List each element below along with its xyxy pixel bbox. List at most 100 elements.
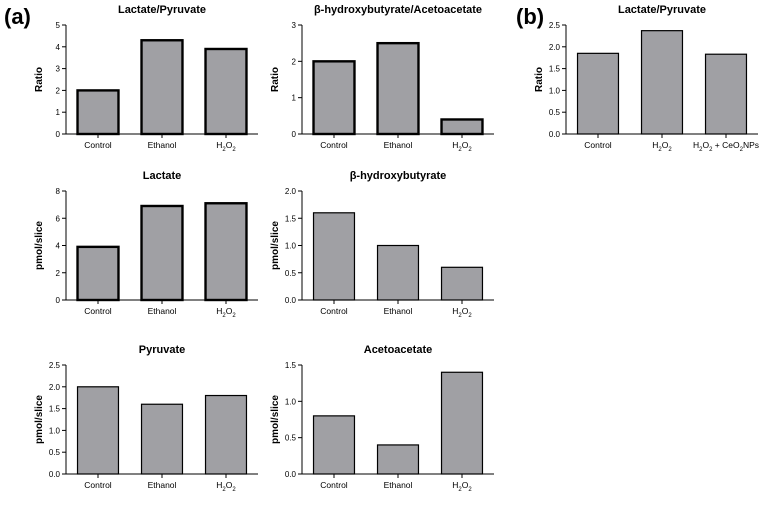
bar-control xyxy=(76,386,120,475)
bar-h2o2 xyxy=(640,30,684,135)
y-tick-label: 2.5 xyxy=(49,361,61,370)
chart-lactate-pyruvate-b: Lactate/Pyruvate Ratio 0.0 0.5 1.0 1.5 2.0 2.5 C… xyxy=(528,0,768,170)
y-tick-label: 1.0 xyxy=(285,397,297,406)
y-tick-label: 0 xyxy=(292,130,297,139)
y-axis-label: pmol/slice xyxy=(270,221,281,270)
chart-svg: Acetoacetate pmol/slice 0.0 0.5 1.0 1.5 Contro… xyxy=(270,344,494,493)
y-tick-label: 1 xyxy=(292,94,297,103)
x-tick-label: H2O2 xyxy=(216,306,236,319)
y-tick-label: 1.0 xyxy=(49,426,61,435)
chart-title: Acetoacetate xyxy=(364,344,432,356)
chart-svg: Lactate pmol/slice 0 2 4 6 8 Control Ethanol H2O2 xyxy=(34,170,258,319)
y-tick-label: 0 xyxy=(56,130,61,139)
panel-label-a: (a) xyxy=(4,4,31,29)
x-tick-label: Control xyxy=(584,140,612,150)
y-tick-label: 2.0 xyxy=(49,383,61,392)
chart-svg: Lactate/Pyruvate Ratio 0 1 2 3 4 5 Control Ethano… xyxy=(34,4,258,153)
bar-ethanol xyxy=(140,403,184,475)
bar-control xyxy=(312,415,356,475)
x-tick-label: Ethanol xyxy=(148,306,177,316)
x-tick-label: Control xyxy=(320,480,348,490)
chart-title: β-hydroxybutyrate/Acetoacetate xyxy=(314,4,482,16)
bar-control xyxy=(76,245,120,302)
bar-ethanol xyxy=(140,204,184,302)
chart-acetoacetate-a: Acetoacetate pmol/slice 0.0 0.5 1.0 1.5 Contro… xyxy=(264,340,504,510)
y-tick-label: 2 xyxy=(292,57,297,66)
y-tick-label: 2 xyxy=(56,269,61,278)
chart-svg: β-hydroxybutyrate pmol/slice 0.0 0.5 1.0 1.5 2… xyxy=(270,170,494,319)
panel-label-b: (b) xyxy=(516,4,545,29)
x-tick-label: H2O2 + CeO2NPs xyxy=(693,140,759,153)
y-tick-label: 5 xyxy=(56,21,61,30)
chart-bhb-a: β-hydroxybutyrate pmol/slice 0.0 0.5 1.0 1.5 2… xyxy=(264,166,504,336)
chart-bhb-acac-a: β-hydroxybutyrate/Acetoacetate Ratio 0 1 2 3 C… xyxy=(264,0,504,170)
y-tick-label: 2.5 xyxy=(549,21,561,30)
y-tick-label: 3 xyxy=(56,65,61,74)
chart-lactate-pyruvate-a: Lactate/Pyruvate Ratio 0 1 2 3 4 5 Control Ethano… xyxy=(28,0,268,170)
y-tick-label: 6 xyxy=(56,214,61,223)
y-tick-label: 1.5 xyxy=(285,361,297,370)
y-axis-label: pmol/slice xyxy=(270,395,281,444)
chart-title: Lactate/Pyruvate xyxy=(618,4,706,16)
bar-h2o2-ceo2nps xyxy=(704,53,748,135)
bar-h2o2 xyxy=(440,371,484,475)
y-tick-label: 8 xyxy=(56,187,61,196)
y-tick-label: 0.0 xyxy=(285,470,297,479)
chart-title: Pyruvate xyxy=(139,344,185,356)
x-tick-label: H2O2 xyxy=(652,140,672,153)
x-tick-label: Ethanol xyxy=(384,480,413,490)
y-axis-label: Ratio xyxy=(270,67,281,92)
y-tick-label: 1.0 xyxy=(549,86,561,95)
chart-title: β-hydroxybutyrate xyxy=(350,170,447,182)
bar-ethanol xyxy=(376,41,420,136)
chart-svg: β-hydroxybutyrate/Acetoacetate Ratio 0 1 2 3 C… xyxy=(270,4,494,153)
y-axis-label: pmol/slice xyxy=(34,221,45,270)
y-axis-label: Ratio xyxy=(34,67,45,92)
y-tick-label: 2.0 xyxy=(285,187,297,196)
y-tick-label: 0.0 xyxy=(549,130,561,139)
chart-svg: Pyruvate pmol/slice 0.0 0.5 1.0 1.5 2.0 2.5 Cont… xyxy=(34,344,258,493)
chart-title: Lactate/Pyruvate xyxy=(118,4,206,16)
bar-h2o2 xyxy=(204,47,248,136)
x-tick-label: Control xyxy=(84,306,112,316)
bar-h2o2 xyxy=(440,118,484,136)
y-tick-label: 1.5 xyxy=(285,214,297,223)
bar-ethanol xyxy=(376,244,420,301)
y-tick-label: 4 xyxy=(56,43,61,52)
bar-control xyxy=(312,60,356,136)
x-tick-label: Ethanol xyxy=(148,480,177,490)
chart-svg: Lactate/Pyruvate Ratio 0.0 0.5 1.0 1.5 2.0 2.5 C… xyxy=(534,4,759,153)
x-tick-label: Control xyxy=(84,480,112,490)
y-tick-label: 1 xyxy=(56,108,61,117)
chart-pyruvate-a: Pyruvate pmol/slice 0.0 0.5 1.0 1.5 2.0 2.5 Cont… xyxy=(28,340,268,510)
x-tick-label: Ethanol xyxy=(384,140,413,150)
chart-lactate-a: Lactate pmol/slice 0 2 4 6 8 Control Ethanol H2O2 xyxy=(28,166,268,336)
y-tick-label: 0.0 xyxy=(285,296,297,305)
x-tick-label: Control xyxy=(320,306,348,316)
x-tick-label: Ethanol xyxy=(148,140,177,150)
y-tick-label: 0.5 xyxy=(549,108,561,117)
y-tick-label: 0.5 xyxy=(49,448,61,457)
x-tick-label: H2O2 xyxy=(216,480,236,493)
y-tick-label: 0.0 xyxy=(49,470,61,479)
y-tick-label: 1.0 xyxy=(285,242,297,251)
x-tick-label: H2O2 xyxy=(452,306,472,319)
y-axis-label: pmol/slice xyxy=(34,395,45,444)
chart-title: Lactate xyxy=(143,170,182,182)
y-axis-label: Ratio xyxy=(534,67,545,92)
bar-control xyxy=(76,89,120,136)
y-tick-label: 1.5 xyxy=(49,405,61,414)
bar-control xyxy=(312,212,356,301)
bar-h2o2 xyxy=(204,202,248,302)
x-tick-label: H2O2 xyxy=(216,140,236,153)
x-tick-label: Ethanol xyxy=(384,306,413,316)
y-tick-label: 1.5 xyxy=(549,65,561,74)
x-tick-label: H2O2 xyxy=(452,140,472,153)
bar-ethanol xyxy=(376,444,420,475)
y-tick-label: 2 xyxy=(56,86,61,95)
x-tick-label: Control xyxy=(84,140,112,150)
x-tick-label: H2O2 xyxy=(452,480,472,493)
bar-control xyxy=(576,52,620,135)
y-tick-label: 3 xyxy=(292,21,297,30)
bar-ethanol xyxy=(140,39,184,136)
